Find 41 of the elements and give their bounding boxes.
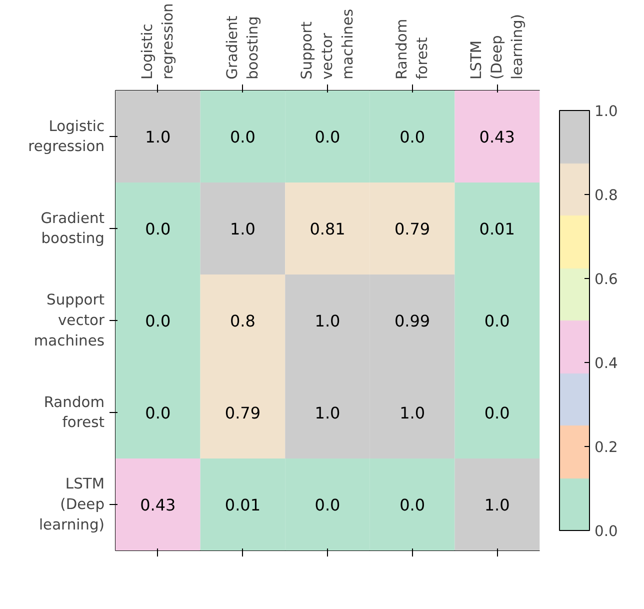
data-label: 0.0 (230, 128, 256, 146)
data-label: 1.0 (314, 404, 340, 422)
data-label: 1.0 (145, 128, 171, 146)
data-label: 0.0 (145, 312, 171, 330)
data-label: 0.0 (484, 404, 510, 422)
data-label: 0.01 (479, 220, 515, 238)
x-tick-label: Gradient boosting (224, 15, 262, 80)
color-bar-label: 0.6 (594, 271, 618, 288)
data-label: 1.0 (230, 220, 256, 238)
color-bar-label: 0.4 (594, 355, 618, 372)
data-label: 0.43 (140, 496, 176, 514)
data-label: 0.0 (145, 404, 171, 422)
data-label: 1.0 (314, 312, 340, 330)
data-label: 0.0 (400, 128, 426, 146)
data-label: 0.81 (310, 220, 346, 238)
color-bar-label: 0.2 (594, 439, 618, 456)
x-tick-label: Logistic regression (139, 3, 177, 80)
y-tick-label: Support vector machines (34, 292, 106, 350)
y-tick-label: Gradient boosting (40, 210, 105, 248)
data-label: 1.0 (400, 404, 426, 422)
x-tick-label: LSTM (Deep learning) (468, 14, 526, 80)
y-tick-label: Logistic regression (28, 118, 105, 156)
y-tick-label: Random forest (44, 394, 105, 432)
data-label: 0.0 (314, 496, 340, 514)
color-bar-label: 1.0 (594, 103, 618, 120)
y-tick-label: LSTM (Deep learning) (38, 476, 105, 534)
data-label: 0.0 (484, 312, 510, 330)
x-tick-label: Support vector machines (298, 8, 356, 80)
data-label: 0.79 (394, 220, 430, 238)
data-label: 1.0 (484, 496, 510, 514)
data-label: 0.99 (394, 312, 430, 330)
data-label: 0.8 (230, 312, 256, 330)
data-label: 0.43 (479, 128, 515, 146)
data-label: 0.0 (314, 128, 340, 146)
data-label: 0.0 (400, 496, 426, 514)
data-label: 0.01 (224, 496, 261, 514)
color-bar-label: 0.0 (594, 523, 618, 540)
x-tick-label: Random forest (394, 18, 431, 80)
data-label: 0.79 (224, 404, 261, 422)
data-label: 0.0 (145, 220, 171, 238)
color-bar-label: 0.8 (594, 187, 618, 204)
